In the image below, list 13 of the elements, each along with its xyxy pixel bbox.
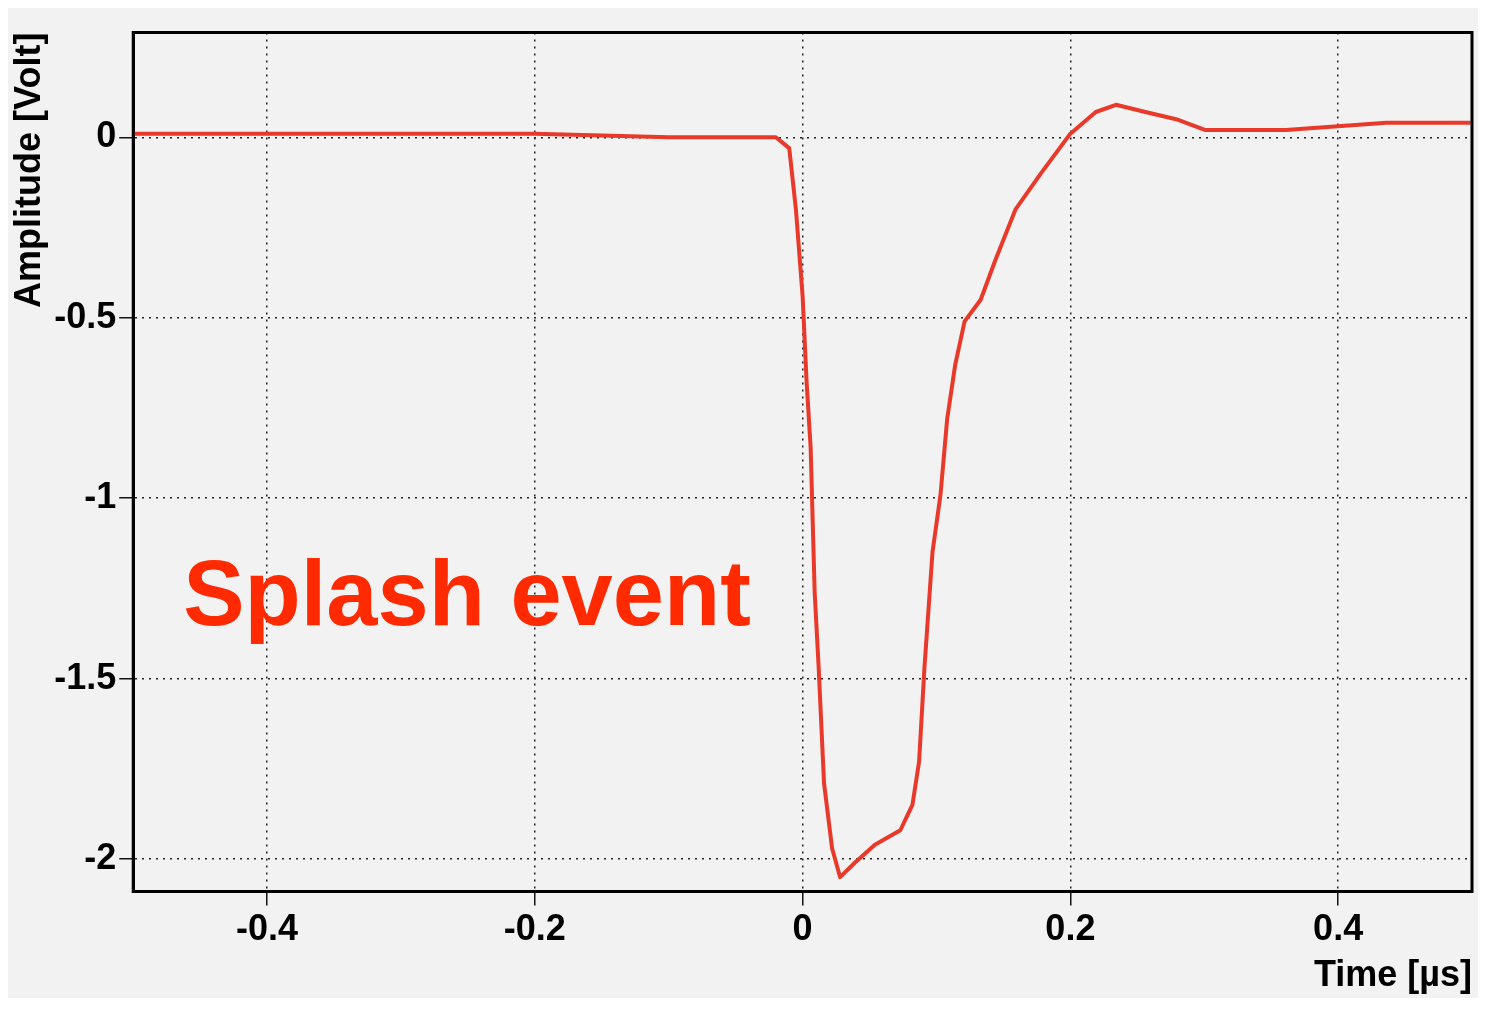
annotation: Splash event xyxy=(183,542,751,645)
y-axis-title: Amplitude [Volt] xyxy=(6,32,48,308)
x-tick-label: -0.4 xyxy=(236,907,299,949)
y-tick-label: -2 xyxy=(84,836,117,878)
x-axis-title: Time [µs] xyxy=(1313,953,1472,995)
y-tick-label: -1 xyxy=(84,475,117,517)
x-tick-label: 0.2 xyxy=(1045,907,1096,949)
x-tick-label: 0.4 xyxy=(1313,907,1364,949)
x-tick-label: 0 xyxy=(792,907,813,949)
x-tick-label: -0.2 xyxy=(503,907,566,949)
y-tick-label: -1.5 xyxy=(54,655,117,697)
y-tick-label: -0.5 xyxy=(54,294,117,336)
y-tick-label: 0 xyxy=(96,114,117,156)
